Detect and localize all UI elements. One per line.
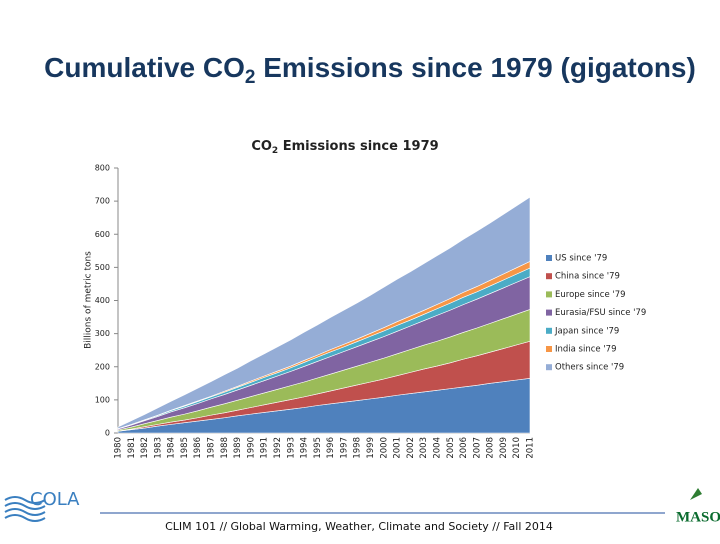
legend-label: Others since '79 bbox=[555, 363, 624, 373]
x-tick-label: 1990 bbox=[246, 437, 256, 459]
x-tick-label: 2007 bbox=[472, 437, 482, 459]
legend-swatch bbox=[546, 327, 552, 334]
y-tick-label: 600 bbox=[95, 230, 110, 239]
area bbox=[117, 196, 531, 430]
legend-swatch bbox=[546, 346, 552, 352]
logo-mark bbox=[690, 488, 702, 500]
x-tick-label: 1989 bbox=[233, 437, 243, 459]
x-tick-label: 1996 bbox=[326, 437, 336, 459]
chart-title-subscript: 2 bbox=[272, 146, 278, 156]
x-tick-label: 1980 bbox=[114, 437, 124, 459]
logo-waves bbox=[4, 496, 46, 522]
legend-label: Japan since '79 bbox=[554, 326, 619, 336]
x-tick-label: 1992 bbox=[273, 437, 283, 459]
x-tick-label: 2005 bbox=[446, 437, 456, 459]
title-text: Emissions since 1979 (gigatons) bbox=[255, 52, 695, 83]
x-tick-label: 1985 bbox=[180, 437, 190, 459]
legend-label: Europe since '79 bbox=[555, 290, 626, 300]
x-tick-label: 1995 bbox=[313, 437, 323, 459]
x-tick-label: 2009 bbox=[499, 437, 509, 459]
x-tick-label: 1994 bbox=[300, 437, 310, 459]
footer-text: CLIM 101 // Global Warming, Weather, Cli… bbox=[165, 520, 553, 533]
x-tick-label: 2010 bbox=[512, 437, 522, 459]
x-tick-label: 1983 bbox=[153, 437, 163, 459]
legend-label: China since '79 bbox=[555, 272, 620, 282]
y-tick-label: 300 bbox=[95, 329, 110, 338]
legend-swatch bbox=[546, 291, 552, 298]
y-axis-label: Billions of metric tons bbox=[84, 251, 94, 349]
x-tick-label: 1993 bbox=[286, 437, 296, 459]
x-tick-label: 1997 bbox=[339, 437, 349, 459]
y-tick-label: 0 bbox=[105, 429, 110, 438]
logo-text: COLA bbox=[30, 489, 80, 510]
y-tick-label: 700 bbox=[95, 197, 110, 206]
x-tick-label: 1988 bbox=[220, 437, 230, 459]
y-tick-label: 800 bbox=[95, 164, 110, 173]
title-subscript: 2 bbox=[245, 67, 256, 88]
x-tick-label: 1986 bbox=[193, 437, 203, 459]
x-tick-label: 1991 bbox=[260, 437, 270, 459]
x-tick-label: 2011 bbox=[526, 437, 536, 459]
chart-title-text: Emissions since 1979 bbox=[278, 139, 438, 154]
chart-title: CO2 Emissions since 1979 bbox=[251, 139, 438, 156]
legend-label: India since '79 bbox=[555, 345, 617, 355]
x-tick-label: 1982 bbox=[140, 437, 150, 459]
y-tick-label: 100 bbox=[95, 395, 110, 404]
chart-title-text: CO bbox=[251, 139, 272, 154]
title-text: Cumulative CO bbox=[44, 52, 245, 83]
legend-label: Eurasia/FSU since '79 bbox=[555, 308, 646, 318]
x-tick-label: 1981 bbox=[127, 437, 137, 459]
legend-swatch bbox=[546, 273, 552, 280]
y-tick-label: 200 bbox=[95, 362, 110, 371]
x-tick-label: 1999 bbox=[366, 437, 376, 459]
x-tick-label: 2008 bbox=[486, 437, 496, 459]
x-tick-label: 1984 bbox=[167, 437, 177, 459]
cola-logo: COLA bbox=[4, 489, 80, 522]
legend-swatch bbox=[546, 309, 552, 316]
mason-logo: MASON bbox=[676, 488, 720, 525]
x-tick-label: 2004 bbox=[432, 437, 442, 459]
x-tick-label: 2003 bbox=[419, 437, 429, 459]
y-tick-label: 500 bbox=[95, 263, 110, 272]
x-tick-label: 1987 bbox=[207, 437, 217, 459]
x-tick-label: 2001 bbox=[393, 437, 403, 459]
x-tick-label: 2006 bbox=[459, 437, 469, 459]
slide-title: Cumulative CO2 Emissions since 1979 (gig… bbox=[44, 52, 696, 88]
y-tick-label: 400 bbox=[95, 296, 110, 305]
x-tick-label: 2000 bbox=[379, 437, 389, 459]
x-tick-label: 2002 bbox=[406, 437, 416, 459]
x-tick-label: 1998 bbox=[353, 437, 363, 459]
legend-swatch bbox=[546, 255, 552, 261]
legend-swatch bbox=[546, 364, 552, 371]
legend-label: US since '79 bbox=[555, 254, 607, 264]
logo-text: MASON bbox=[676, 509, 720, 525]
